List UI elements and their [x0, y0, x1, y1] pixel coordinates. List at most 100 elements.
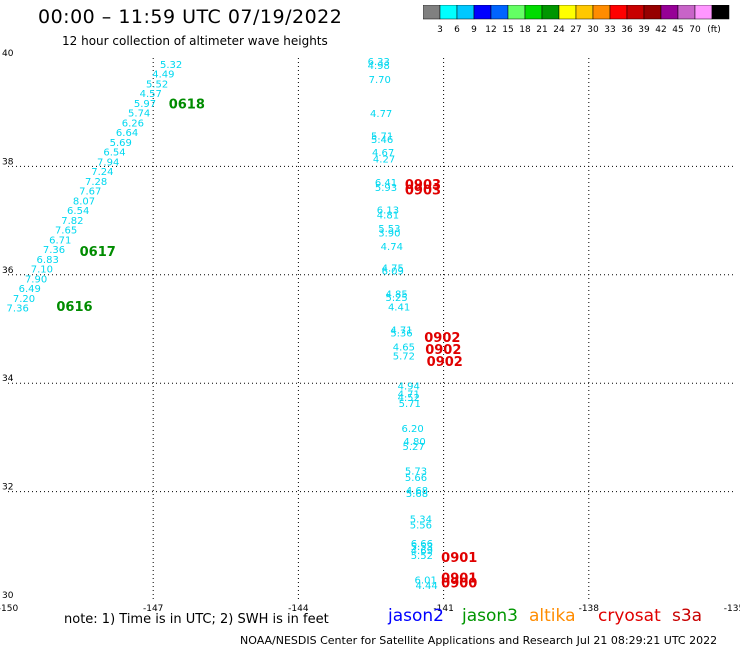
pass-time-label: 0901 [441, 572, 477, 587]
wave-height-label: 7.28 [85, 177, 107, 188]
x-tick-label: -147 [143, 604, 163, 614]
x-tick-label: -150 [0, 604, 18, 614]
pass-time-label: 0902 [425, 343, 461, 358]
wave-height-label: 5.73 [405, 466, 427, 477]
wave-height-label: 4.71 [390, 325, 412, 336]
y-tick-label: 32 [2, 483, 13, 493]
pass-time-label: 0618 [169, 97, 205, 112]
wave-height-label: 5.46 [371, 135, 393, 146]
wave-height-label: 5.93 [375, 183, 397, 194]
pass-time-label: 0900 [441, 577, 477, 592]
wave-height-label: 4.75 [382, 264, 404, 275]
colorbar-label: 9 [471, 25, 477, 35]
wave-height-label: 5.52 [411, 551, 433, 562]
wave-height-label: 5.36 [390, 329, 412, 340]
pass-time-label: 0902 [427, 355, 463, 370]
wave-height-label: 4.41 [388, 303, 410, 314]
colorbar-label: 18 [519, 25, 531, 35]
wave-height-label: 5.66 [405, 473, 427, 484]
wave-height-label: 6.54 [103, 148, 125, 159]
colorbar-label: 15 [502, 25, 513, 35]
colorbar-label: 33 [604, 25, 615, 35]
wave-height-label: 5.34 [410, 514, 432, 525]
wave-height-label: 4.65 [393, 343, 415, 354]
wave-height-label: 6.71 [49, 235, 71, 246]
wave-height-label: 5.68 [406, 489, 428, 500]
wave-height-label: 5.56 [410, 520, 432, 531]
wave-height-label: 7.20 [13, 294, 35, 305]
x-tick-label: -135 [724, 604, 740, 614]
wave-height-label: 6.41 [375, 178, 397, 189]
wave-height-label: 5.74 [128, 109, 150, 120]
wave-height-label: 6.66 [411, 539, 433, 550]
wave-height-label: 7.24 [91, 167, 113, 178]
wave-height-label: 4.69 [411, 546, 433, 557]
colorbar-label: 30 [587, 25, 599, 35]
wave-height-label: 4.94 [398, 382, 420, 393]
legend-altika: altika [529, 606, 576, 626]
wave-height-label: 4.49 [152, 70, 174, 81]
wave-height-label: 4.52 [398, 393, 420, 404]
colorbar-label: (ft) [707, 25, 721, 35]
wave-height-label: 5.71 [399, 399, 421, 410]
pass-time-label: 0617 [80, 245, 116, 260]
wave-height-label: 4.27 [373, 155, 395, 166]
pass-time-label: 0903 [405, 178, 441, 193]
wave-height-label: 3.90 [378, 228, 400, 239]
colorbar-label: 45 [672, 25, 683, 35]
colorbar-label: 36 [621, 25, 633, 35]
wave-height-label: 5.25 [386, 293, 408, 304]
colorbar-label: 70 [689, 25, 701, 35]
y-tick-label: 36 [2, 266, 14, 276]
legend-jason3: jason3 [462, 606, 518, 626]
wave-height-label: 6.26 [122, 118, 144, 129]
wave-height-label: 7.94 [97, 157, 119, 168]
x-tick-label: -144 [288, 604, 309, 614]
wave-height-label: 4.77 [370, 109, 392, 120]
colorbar-label: 12 [485, 25, 496, 35]
wave-height-label: 8.07 [73, 196, 95, 207]
chart-subtitle: 12 hour collection of altimeter wave hei… [62, 34, 328, 48]
wave-height-label: 6.09 [382, 266, 404, 277]
colorbar-label: 24 [553, 25, 565, 35]
wave-height-label: 4.67 [372, 148, 394, 159]
wave-height-label: 7.36 [43, 245, 65, 256]
units-note: note: 1) Time is in UTC; 2) SWH is in fe… [64, 612, 329, 627]
wave-height-label: 6.83 [37, 255, 59, 266]
wave-height-label: 7.67 [79, 187, 101, 198]
legend-jason2: jason2 [388, 606, 444, 626]
x-tick-label: -138 [579, 604, 600, 614]
wave-height-label: 4.80 [403, 437, 425, 448]
pass-time-label: 0903 [405, 184, 441, 199]
legend-s3a: s3a [672, 606, 703, 626]
colorbar-label: 3 [437, 25, 443, 35]
wave-height-label: 5.32 [160, 60, 182, 71]
y-tick-label: 38 [2, 157, 14, 167]
pass-time-label: 0902 [424, 331, 460, 346]
color-scale-legend: 3 6 9 12 15 18 21 24 27 30 33 36 39 42 45 70 (ft) [423, 5, 730, 35]
wave-height-label: 4.81 [377, 210, 399, 221]
wave-height-label: 7.65 [55, 226, 77, 237]
wave-height-label: 5.71 [371, 131, 393, 142]
wave-height-label: 5.53 [378, 224, 400, 235]
wave-height-label: 4.44 [416, 581, 438, 592]
wave-height-label: 4.74 [381, 242, 403, 253]
wave-height-label: 7.82 [61, 216, 83, 227]
colorbar-label: 21 [536, 25, 547, 35]
wave-height-label: 4.98 [368, 61, 390, 72]
wave-height-label: 5.97 [134, 99, 156, 110]
wave-height-label: 4.68 [406, 486, 428, 497]
wave-height-label: 6.49 [19, 284, 41, 295]
chart-title: 00:00 – 11:59 UTC 07/19/2022 [38, 6, 343, 28]
wave-height-label: 7.70 [369, 75, 391, 86]
y-tick-label: 40 [2, 49, 14, 59]
wave-height-label: 6.33 [368, 57, 390, 68]
wave-height-label: 7.90 [25, 274, 47, 285]
y-tick-label: 34 [2, 374, 14, 384]
wave-height-label: 6.64 [116, 128, 138, 139]
colorbar-swatch [711, 5, 730, 20]
y-tick-label: 30 [2, 591, 14, 601]
wave-height-label: 7.36 [7, 304, 29, 315]
wave-height-label: 5.72 [393, 351, 415, 362]
